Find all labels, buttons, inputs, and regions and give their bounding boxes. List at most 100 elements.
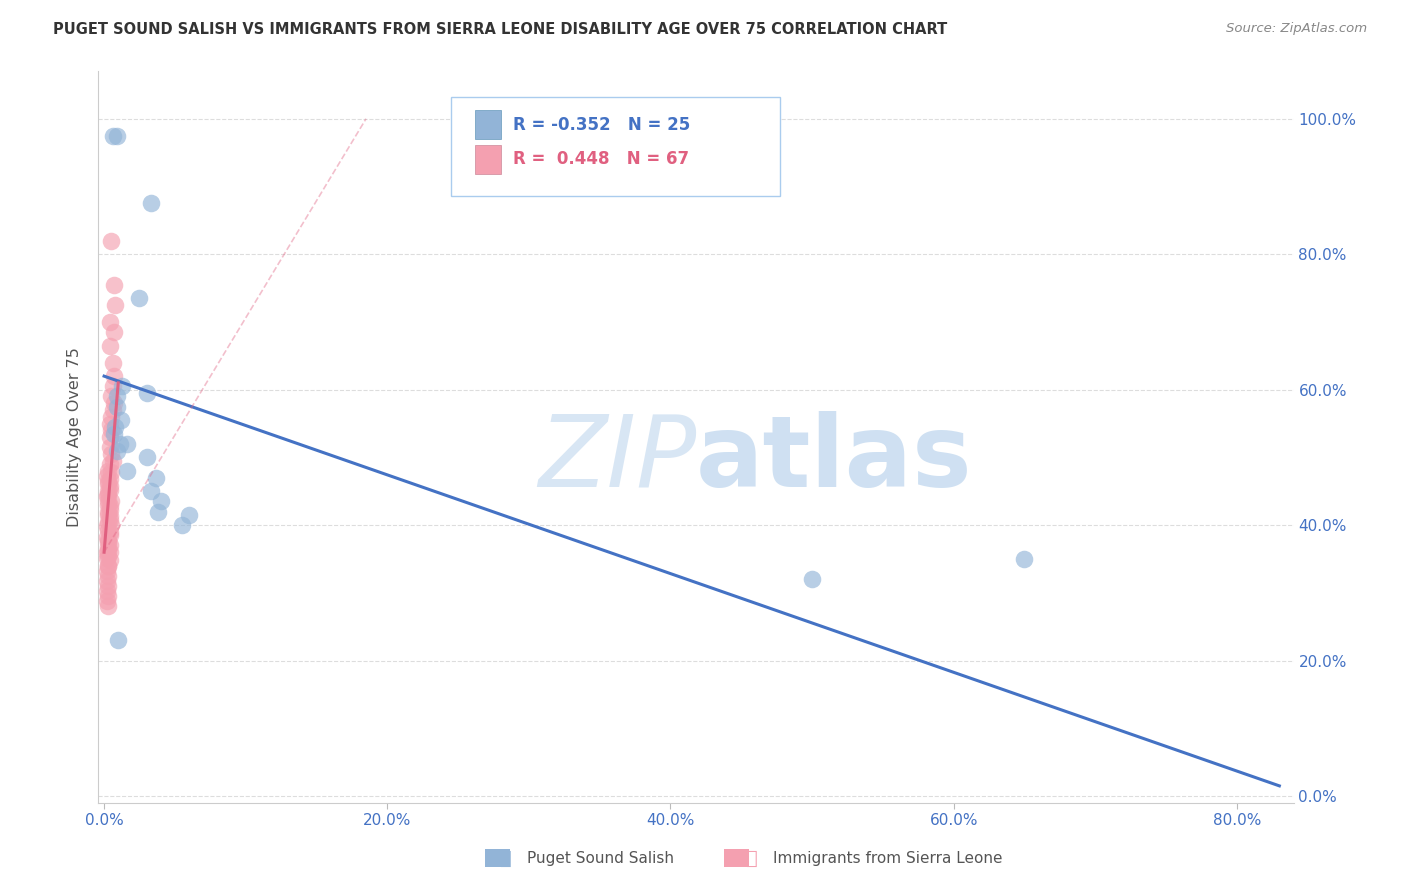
Point [98,509,121,524]
Point [97,477,120,491]
Bar [475,145,501,174]
Point [177,508,200,522]
Text: R = -0.352   N = 25: R = -0.352 N = 25 [513,116,690,134]
Point [103,325,125,339]
Point [103,369,125,384]
Point [100,518,122,533]
Point [97,558,120,573]
Point [97,589,120,603]
Text: Source: ZipAtlas.com: Source: ZipAtlas.com [1226,22,1367,36]
Point [98,513,121,527]
Point [96,583,118,598]
Text: R =  0.448   N = 67: R = 0.448 N = 67 [513,150,689,168]
Point [96,468,118,483]
Point [98,472,121,486]
Point [96,545,118,559]
Point [100,447,122,461]
Point [98,457,121,471]
Point [98,553,121,567]
Point [96,530,118,544]
Point [110,413,132,427]
Point [170,518,193,533]
Point [98,338,121,352]
Text: atlas: atlas [696,410,973,508]
Point [103,396,125,410]
Bar [475,110,501,139]
Point [100,465,122,479]
Point [100,409,122,424]
Point [97,533,120,547]
Point [96,489,118,503]
Text: PUGET SOUND SALISH VS IMMIGRANTS FROM SIERRA LEONE DISABILITY AGE OVER 75 CORREL: PUGET SOUND SALISH VS IMMIGRANTS FROM SI… [53,22,948,37]
Point [97,494,120,508]
Point [98,503,121,517]
Point [100,493,122,508]
Point [97,579,120,593]
Point [101,403,124,417]
Point [107,633,129,648]
Point [96,594,118,608]
Point [98,315,121,329]
Point [100,234,122,248]
Point [104,420,127,434]
Point [97,484,120,499]
Point [101,355,124,369]
Point [98,479,121,493]
Point [149,494,172,508]
Point [801,572,824,586]
Point [98,545,121,559]
Point [97,515,120,529]
Point [97,474,120,488]
Point [96,550,118,565]
FancyBboxPatch shape [451,97,780,195]
Point [97,569,120,583]
Point [97,549,120,563]
Point [98,483,121,497]
Point [97,599,120,614]
Point [108,437,131,451]
Point [97,558,120,573]
Point [97,535,120,549]
Text: Puget Sound Salish: Puget Sound Salish [527,851,675,865]
Point [98,538,121,552]
Point [101,454,124,468]
Point [105,443,128,458]
Point [98,430,121,444]
Point [97,508,120,522]
Point [146,505,169,519]
Y-axis label: Disability Age Over 75: Disability Age Over 75 [67,347,83,527]
Point [98,440,121,454]
Point [135,450,157,465]
Point [98,417,121,431]
Point [98,524,121,539]
Point [97,498,120,512]
Point [101,379,124,393]
Point [96,574,118,588]
Text: Immigrants from Sierra Leone: Immigrants from Sierra Leone [773,851,1002,865]
Point [98,499,121,513]
Point [115,464,138,478]
Point [105,400,128,414]
Point [135,386,157,401]
Point [104,298,127,312]
Text: ZIP: ZIP [537,410,696,508]
Point [96,564,118,578]
Point [139,484,162,499]
Point [115,437,138,451]
Point [97,464,120,478]
Point [101,128,124,143]
Point [96,519,118,533]
Point [103,277,125,292]
Point [97,488,120,502]
Point [128,291,150,305]
Point [97,505,120,519]
Point [1014,552,1036,566]
Point [111,379,134,393]
Point [97,523,120,537]
Point [145,471,167,485]
Point [139,196,162,211]
Point [103,426,125,441]
Point [98,528,121,542]
Text: ⬜: ⬜ [501,848,512,868]
Point [100,389,122,403]
